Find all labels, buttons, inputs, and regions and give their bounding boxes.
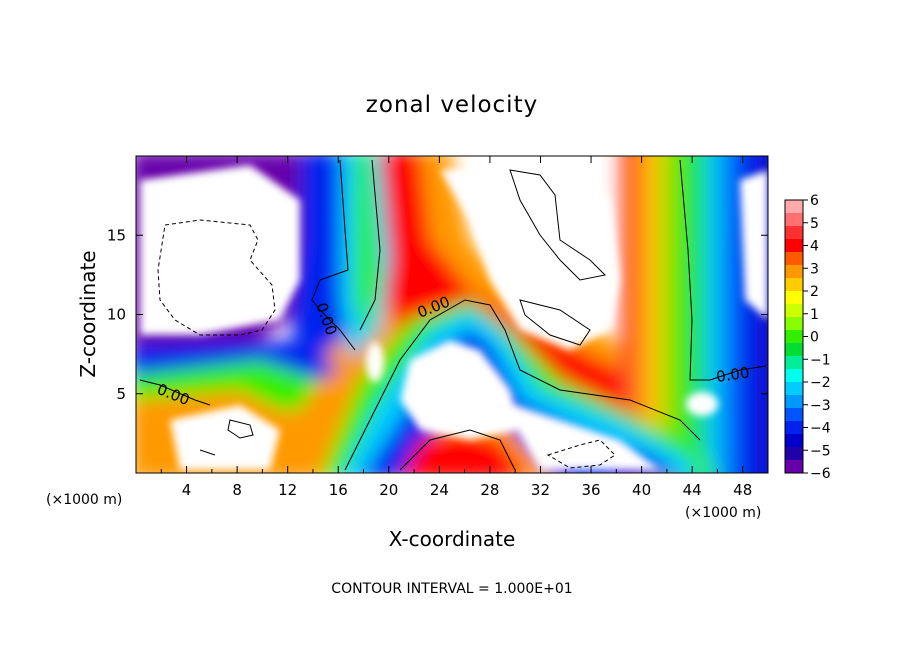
colorbar-swatch [785, 330, 803, 344]
colorbar-swatch [785, 304, 803, 318]
x-tick-label: 40 [632, 481, 651, 499]
colorbar-swatch [785, 356, 803, 370]
y-tick-label: 5 [116, 385, 126, 403]
contour-interval-note: CONTOUR INTERVAL = 1.000E+01 [331, 581, 572, 597]
colorbar-tick-label: 5 [810, 216, 819, 232]
x-tick-label: 16 [329, 481, 348, 499]
colorbar-tick-label: 6 [810, 193, 819, 209]
colorbar-tick-label: −2 [810, 375, 831, 391]
velocity-field [136, 156, 768, 473]
y-tick-label: 15 [107, 226, 126, 244]
x-tick-label: 32 [531, 481, 550, 499]
colorbar-swatch [785, 382, 803, 396]
contour-label: 0.00 [715, 363, 751, 385]
contour-lines [139, 159, 767, 471]
colorbar-tick-label: 1 [810, 307, 819, 323]
x-tick-label: 28 [480, 481, 499, 499]
colorbar-swatch [785, 265, 803, 279]
colorbar: 6 5 4 3 2 1 0 −1 −2 −3 −4 −5 −6 [784, 193, 831, 482]
x-tick-label: 36 [581, 481, 600, 499]
colorbar-tick-label: 4 [810, 239, 819, 255]
x-tick-label: 48 [733, 481, 752, 499]
colorbar-swatch [785, 460, 803, 474]
colorbar-swatch [785, 317, 803, 331]
colorbar-swatch [785, 408, 803, 422]
x-tick-label: 44 [683, 481, 702, 499]
colorbar-swatch [785, 447, 803, 461]
colorbar-swatch [785, 239, 803, 253]
x-tick-label: 8 [232, 481, 242, 499]
colorbar-swatch [785, 343, 803, 357]
x-unit-label-right: (×1000 m) [685, 505, 761, 521]
colorbar-swatch [785, 291, 803, 305]
y-axis-label: Z-coordinate [76, 250, 100, 377]
colorbar-tick-label: −6 [810, 466, 831, 482]
colorbar-swatch [785, 252, 803, 266]
colorbar-swatch [785, 226, 803, 240]
x-tick-label: 24 [430, 481, 449, 499]
x-axis-label: X-coordinate [389, 527, 516, 551]
colorbar-tick-label: −5 [810, 443, 831, 459]
colorbar-tick-label: −4 [810, 421, 831, 437]
x-tick-label: 4 [182, 481, 192, 499]
colorbar-swatch [785, 434, 803, 448]
y-tick-label: 10 [107, 306, 126, 324]
x-tick-label: 20 [379, 481, 398, 499]
colorbar-swatch [785, 421, 803, 435]
colorbar-tick-label: −3 [810, 398, 831, 414]
colorbar-swatch [785, 213, 803, 227]
colorbar-swatch [785, 395, 803, 409]
x-tick-label: 12 [278, 481, 297, 499]
colorbar-tick-label: 2 [810, 284, 819, 300]
colorbar-swatch [785, 200, 803, 214]
colorbar-swatch [785, 278, 803, 292]
colorbar-tick-label: 0 [810, 330, 819, 346]
chart-title: zonal velocity [366, 92, 538, 118]
colorbar-tick-label: −1 [810, 352, 831, 368]
x-unit-label-left: (×1000 m) [46, 492, 122, 508]
colorbar-swatch [785, 369, 803, 383]
colorbar-tick-label: 3 [810, 261, 819, 277]
